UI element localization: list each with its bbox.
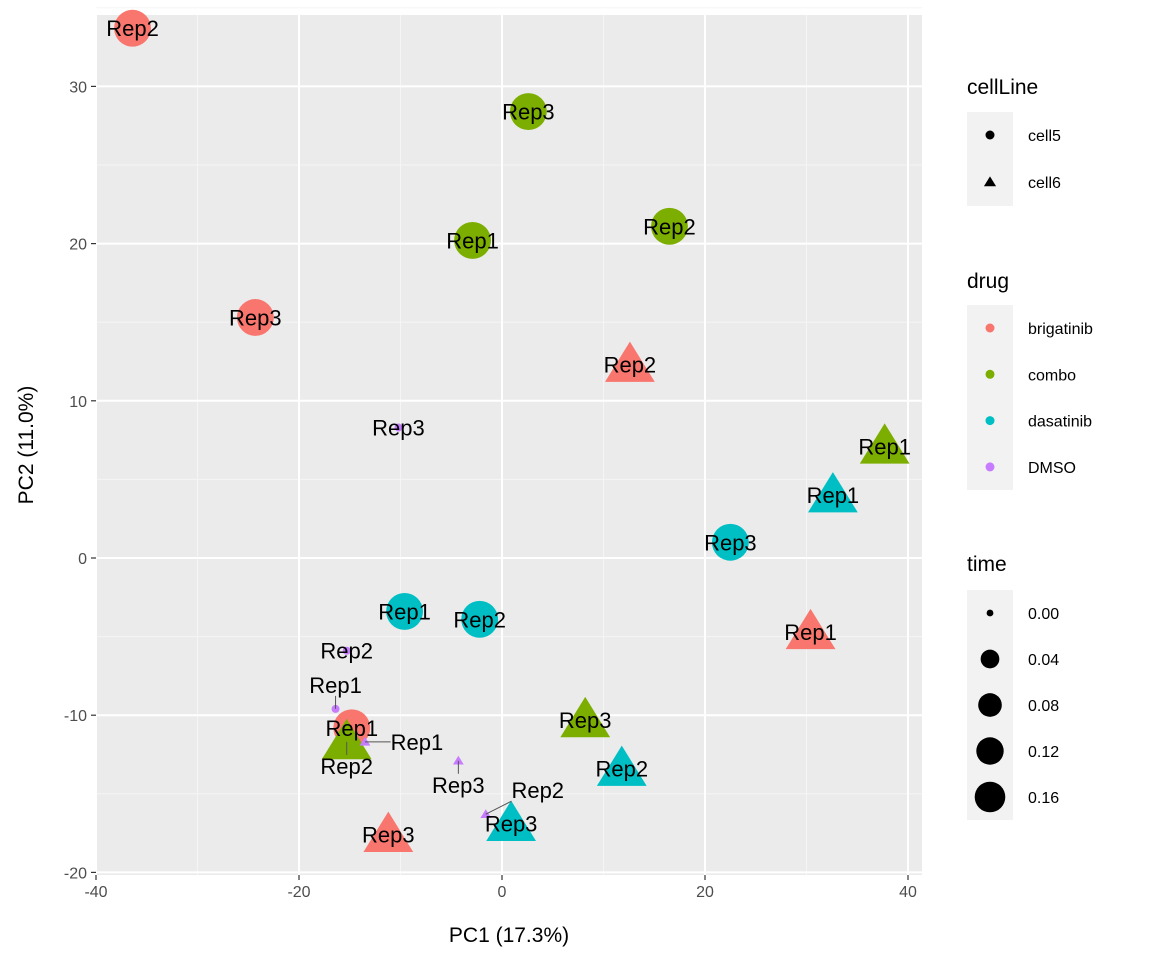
label-leader-line [485, 800, 512, 815]
y-tick-label: 10 [69, 394, 87, 411]
data-point-dasatinib [596, 745, 647, 786]
point-label: Rep3 [229, 305, 282, 330]
legend-label: 0.08 [1028, 698, 1059, 715]
data-point-DMSO [480, 809, 492, 818]
grid [95, 7, 922, 875]
point-label: Rep1 [378, 599, 431, 624]
legend-key-size [986, 609, 994, 617]
y-axis-title: PC2 (11.0%) [15, 386, 38, 505]
data-point-DMSO [342, 646, 351, 655]
legend-key-brigatinib [985, 323, 995, 333]
legend-key-size [976, 737, 1004, 765]
data-point-brigatinib [363, 811, 414, 852]
plot-panel [96, 15, 922, 875]
point-label: Rep2 [453, 607, 506, 632]
legend-key-DMSO [985, 462, 995, 472]
data-point-brigatinib [236, 299, 274, 336]
point-label: Rep2 [604, 353, 657, 378]
legend-key-dasatinib [985, 416, 995, 426]
y-tick-label: 30 [69, 79, 87, 96]
point-label: Rep2 [595, 757, 648, 782]
data-point-DMSO [452, 755, 464, 765]
legend-key-triangle [983, 176, 997, 187]
point-label: Rep3 [432, 773, 485, 798]
data-point-DMSO [394, 423, 403, 432]
point-label: Rep3 [372, 416, 425, 441]
data-point-brigatinib [114, 9, 151, 47]
point-label: Rep1 [446, 228, 499, 253]
legend-key-combo [985, 369, 995, 379]
legend-title: drug [967, 270, 1009, 293]
point-label: Rep1 [784, 620, 837, 645]
data-point-combo [321, 718, 372, 760]
point-label: Rep2 [106, 16, 159, 41]
legend-label: brigatinib [1028, 321, 1093, 338]
legend-label: DMSO [1028, 460, 1076, 477]
data-point-combo [560, 696, 611, 738]
data-point-combo [509, 93, 547, 130]
point-label: Rep2 [320, 639, 373, 664]
points [114, 9, 910, 852]
y-tick-label: -20 [64, 865, 87, 882]
legend-label: 0.00 [1028, 606, 1059, 623]
legend-key-bg [967, 305, 1013, 490]
axes: -40 -20 0 20 40 -20 -10 0 10 20 30 [64, 79, 917, 901]
point-label: Rep1 [325, 716, 378, 741]
x-tick-label: 0 [498, 884, 507, 901]
legend-key-circle [985, 130, 995, 140]
x-tick-label: 40 [899, 884, 917, 901]
y-tick-label: 20 [69, 237, 87, 254]
data-point-dasatinib [461, 600, 499, 638]
data-point-brigatinib [605, 341, 655, 382]
legend-label: combo [1028, 367, 1076, 384]
point-label: Rep1 [807, 483, 860, 508]
legend-label: 0.04 [1028, 652, 1059, 669]
point-label: Rep2 [511, 778, 564, 803]
data-point-combo [651, 207, 688, 245]
legend-key-size [980, 649, 1000, 669]
point-label: Rep1 [858, 434, 911, 459]
point-label: Rep2 [320, 754, 373, 779]
legend-label: 0.16 [1028, 790, 1059, 807]
y-tick-label: 0 [78, 551, 87, 568]
legend-label: cell5 [1028, 128, 1061, 145]
data-point-combo [454, 222, 491, 259]
x-axis-title: PC1 (17.3%) [449, 924, 569, 947]
legend-title: time [967, 553, 1007, 576]
data-point-DMSO [359, 736, 371, 746]
point-label: Rep1 [391, 730, 444, 755]
point-label: Rep3 [704, 530, 757, 555]
legend-label: dasatinib [1028, 414, 1092, 431]
data-point-dasatinib [486, 800, 537, 841]
legend-label: cell6 [1028, 175, 1061, 192]
point-label: Rep3 [502, 100, 555, 125]
legend-key-size [974, 781, 1006, 813]
point-label: Rep3 [362, 823, 415, 848]
legend: cellLine cell5 cell6 drug brigatinib combo das… [967, 76, 1093, 820]
data-point-brigatinib [785, 608, 836, 650]
y-tick-label: -10 [64, 708, 87, 725]
legend-key-bg [967, 112, 1013, 206]
data-point-dasatinib [711, 523, 749, 561]
data-point-combo [859, 423, 910, 464]
x-tick-label: -20 [287, 884, 310, 901]
point-label: Rep3 [559, 708, 612, 733]
point-label: Rep1 [309, 673, 362, 698]
data-point-dasatinib [808, 472, 858, 513]
legend-label: 0.12 [1028, 744, 1059, 761]
data-point-dasatinib [386, 593, 423, 630]
label-leader-lines [335, 695, 512, 815]
legend-key-size [978, 693, 1002, 717]
point-label: Rep3 [485, 812, 538, 837]
x-tick-label: -40 [84, 884, 107, 901]
x-tick-label: 20 [696, 884, 714, 901]
point-labels: Rep2Rep3Rep1Rep2Rep1Rep3Rep3Rep1Rep2Rep1… [106, 16, 911, 847]
point-label: Rep2 [643, 214, 696, 239]
legend-title: cellLine [967, 76, 1038, 99]
